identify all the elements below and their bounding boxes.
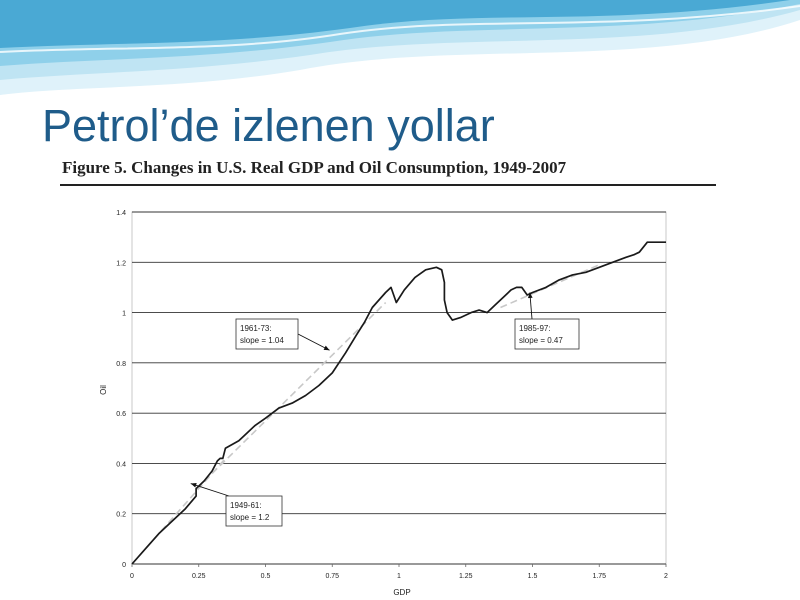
x-axis-label: GDP (393, 588, 410, 597)
y-tick-label: 0.8 (116, 361, 126, 368)
annotation-period: 1949-61: (230, 501, 262, 510)
figure-caption: Figure 5. Changes in U.S. Real GDP and O… (62, 158, 567, 177)
grid-layer (131, 211, 667, 565)
y-tick-label: 1.4 (116, 210, 126, 217)
annotation-period: 1985-97: (519, 324, 551, 333)
y-tick-label: 0.2 (116, 512, 126, 519)
trend-line-3 (500, 264, 600, 309)
annotation-3: 1985-97: slope = 0.47 (514, 292, 580, 350)
caption-rule (60, 184, 716, 186)
x-tick-label: 0 (130, 573, 134, 580)
slide-title: Petrol’de izlenen yollar (42, 100, 495, 151)
x-tick-label: 1.25 (459, 573, 473, 580)
annotation-box (235, 318, 299, 350)
y-axis-label: Oil (99, 385, 108, 395)
arrowhead (527, 292, 533, 299)
y-tick-label: 0.4 (116, 461, 126, 468)
oil-gdp-series-line (131, 241, 666, 565)
x-tick-label: 0.75 (325, 573, 339, 580)
annotation-1: 1949-61: slope = 1.2 (190, 483, 283, 527)
y-tick-label: 0.6 (116, 411, 126, 418)
tick-layer: 0 0.2 0.4 0.6 0.8 1 1.2 1.4 0 0.25 0.5 0.75 1 1.25 1.5… (116, 210, 668, 580)
arrowhead (190, 483, 197, 488)
y-tick-label: 0 (122, 562, 126, 569)
trend-line-2 (211, 301, 387, 475)
header-wave-decoration (0, 0, 800, 95)
series-layer (131, 241, 666, 565)
figure-panel (60, 152, 733, 600)
y-tick-label: 1.2 (116, 260, 126, 267)
annotation-box (514, 318, 580, 350)
x-tick-label: 1 (397, 573, 401, 580)
x-tick-label: 1.75 (592, 573, 606, 580)
x-tick-label: 2 (664, 573, 668, 580)
annotation-arrow (190, 483, 230, 497)
annotation-slope: slope = 0.47 (519, 336, 563, 345)
x-tick-label: 0.25 (192, 573, 206, 580)
annotation-2: 1961-73: slope = 1.04 (235, 318, 330, 351)
arrowhead (323, 345, 330, 351)
annotation-slope: slope = 1.2 (230, 513, 270, 522)
y-tick-label: 1 (122, 311, 126, 318)
x-tick-label: 1.5 (528, 573, 538, 580)
annotation-period: 1961-73: (240, 324, 272, 333)
trend-layer (131, 264, 600, 565)
plot-frame (131, 211, 667, 565)
annotation-arrow (297, 333, 330, 351)
x-tick-label: 0.5 (261, 573, 271, 580)
annotation-box (225, 495, 283, 527)
annotation-slope: slope = 1.04 (240, 336, 284, 345)
